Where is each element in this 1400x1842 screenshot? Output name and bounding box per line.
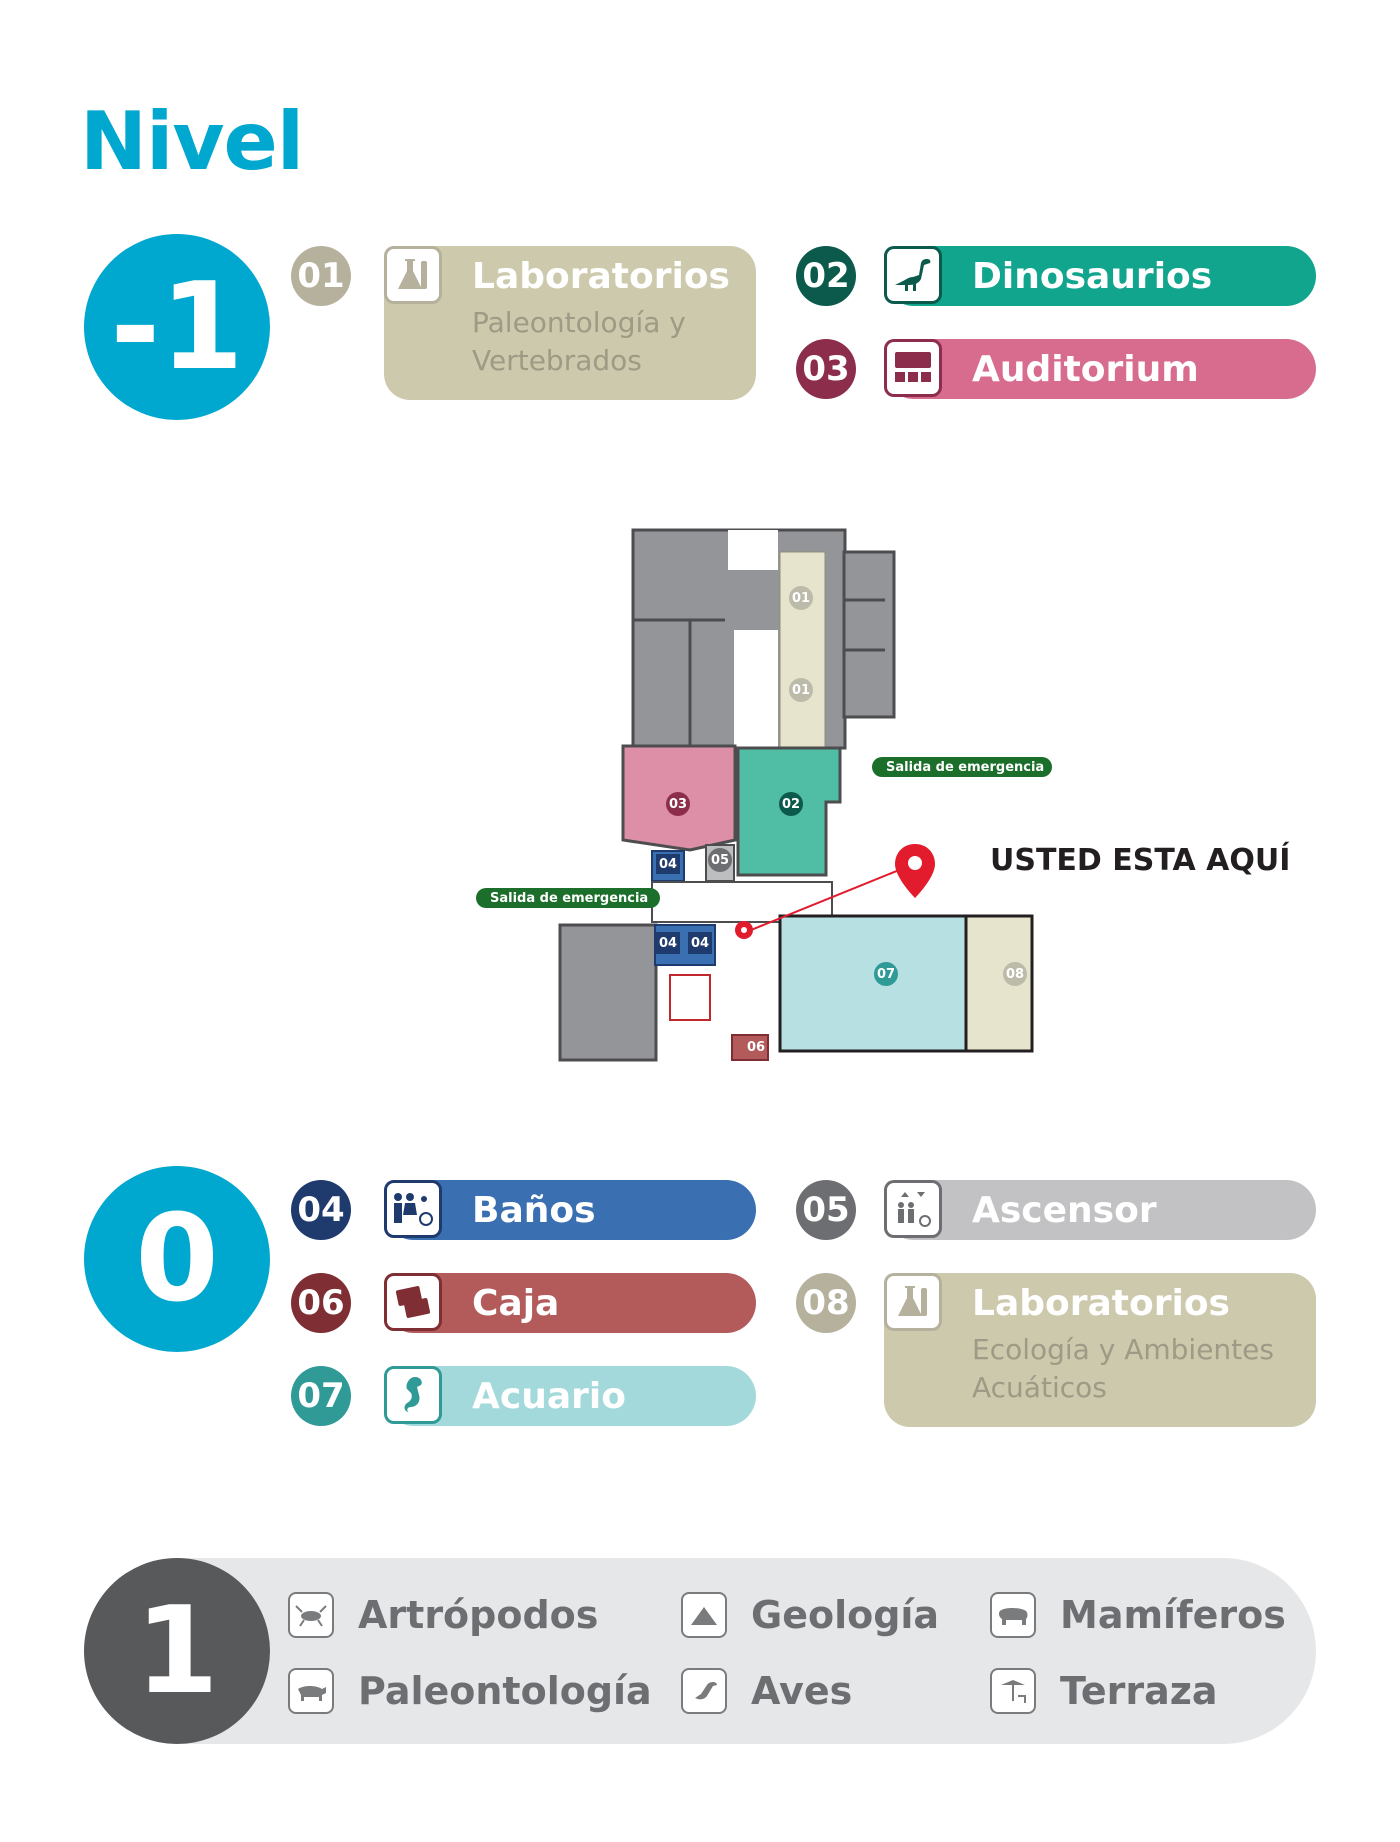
map-label-06: 06 (746, 1039, 766, 1055)
legend-title: Ascensor (972, 1190, 1157, 1231)
map-label-01-a: 01 (789, 586, 813, 610)
level-minus1-badge: -1 (84, 234, 270, 420)
insect-icon (288, 1592, 334, 1638)
map-label-08: 08 (1003, 962, 1027, 986)
room-number-08: 08 (796, 1273, 856, 1333)
legend-subtitle-2: Acuáticos (972, 1371, 1107, 1404)
legend-caja[interactable]: Caja (384, 1273, 756, 1333)
level-0-badge: 0 (84, 1166, 270, 1352)
elevator-icon (884, 1180, 942, 1238)
floor-plan-map (476, 528, 1052, 1062)
map-label-04-c: 04 (688, 932, 712, 954)
emergency-exit-label-left: Salida de emergencia (490, 891, 649, 906)
emergency-exit-badge-right (872, 757, 1052, 777)
legend-title: Acuario (472, 1376, 626, 1417)
legend-title: Dinosaurios (972, 256, 1213, 297)
level1-label: Paleontología (358, 1669, 652, 1713)
level1-item-geologia[interactable]: Geología (681, 1592, 939, 1638)
map-label-04-b: 04 (656, 932, 680, 954)
room-number-05: 05 (796, 1180, 856, 1240)
room-number-02: 02 (796, 246, 856, 306)
legend-subtitle-2: Vertebrados (472, 344, 642, 377)
level-1-band (180, 1558, 1316, 1744)
level1-item-paleontologia[interactable]: Paleontología (288, 1668, 652, 1714)
legend-subtitle-1: Ecología y Ambientes (972, 1333, 1274, 1366)
level1-label: Mamíferos (1060, 1593, 1286, 1637)
map-label-07: 07 (874, 962, 898, 986)
room-number-03: 03 (796, 339, 856, 399)
mountain-icon (681, 1592, 727, 1638)
legend-title: Auditorium (972, 349, 1199, 390)
fossil-animal-icon (288, 1668, 334, 1714)
legend-acuario[interactable]: Acuario (384, 1366, 756, 1426)
page-title: Nivel (80, 95, 304, 188)
you-are-here-pin-icon (895, 844, 935, 898)
emergency-exit-badge-left (476, 888, 660, 908)
mammal-icon (990, 1592, 1036, 1638)
level1-label: Artrópodos (358, 1593, 599, 1637)
legend-title: Laboratorios (972, 1283, 1230, 1324)
legend-subtitle-1: Paleontología y (472, 306, 686, 339)
bird-icon (681, 1668, 727, 1714)
legend-ascensor[interactable]: Ascensor (884, 1180, 1316, 1240)
legend-banos[interactable]: Baños (384, 1180, 756, 1240)
level1-label: Aves (751, 1669, 853, 1713)
level1-item-mamiferos[interactable]: Mamíferos (990, 1592, 1286, 1638)
legend-title: Baños (472, 1190, 596, 1231)
map-label-04-a: 04 (656, 854, 680, 874)
level1-item-terraza[interactable]: Terraza (990, 1668, 1218, 1714)
room-number-06: 06 (291, 1273, 351, 1333)
you-are-here-label: USTED ESTA AQUÍ (990, 843, 1291, 878)
legend-title: Caja (472, 1283, 560, 1324)
legend-laboratorios-ecologia[interactable]: Laboratorios Ecología y Ambientes Acuáti… (884, 1273, 1316, 1427)
flask-icon (884, 1273, 942, 1331)
map-label-01-b: 01 (789, 678, 813, 702)
level1-label: Terraza (1060, 1669, 1218, 1713)
legend-title: Laboratorios (472, 256, 730, 297)
dinosaur-icon (884, 246, 942, 304)
emergency-exit-label-right: Salida de emergencia (886, 760, 1045, 775)
legend-auditorium[interactable]: Auditorium (884, 339, 1316, 399)
flask-icon (384, 246, 442, 304)
room-06-area (731, 1034, 769, 1061)
level1-label: Geología (751, 1593, 940, 1637)
level-1-badge: 1 (84, 1558, 270, 1744)
seahorse-icon (384, 1366, 442, 1424)
terrace-icon (990, 1668, 1036, 1714)
room-number-04: 04 (291, 1180, 351, 1240)
tickets-icon (384, 1273, 442, 1331)
legend-dinosaurios[interactable]: Dinosaurios (884, 246, 1316, 306)
map-label-05: 05 (708, 848, 732, 872)
level1-item-artropodos[interactable]: Artrópodos (288, 1592, 598, 1638)
legend-laboratorios-paleontologia[interactable]: Laboratorios Paleontología y Vertebrados (384, 246, 756, 400)
room-number-01: 01 (291, 246, 351, 306)
gray-block-lower (558, 923, 658, 1062)
room-number-07: 07 (291, 1366, 351, 1426)
level1-item-aves[interactable]: Aves (681, 1668, 852, 1714)
restroom-icon (384, 1180, 442, 1238)
map-label-03: 03 (666, 792, 690, 816)
map-label-02: 02 (779, 792, 803, 816)
room-07-area (778, 914, 968, 1053)
auditorium-icon (884, 339, 942, 397)
room-01-area (779, 551, 826, 749)
